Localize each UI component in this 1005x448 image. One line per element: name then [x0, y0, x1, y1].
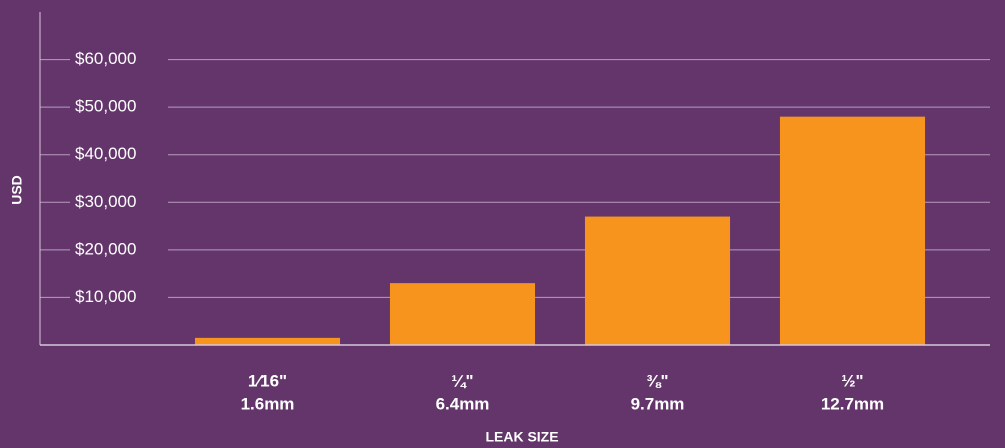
y-tick-label: $30,000 [75, 192, 136, 211]
y-tick-label: $20,000 [75, 239, 136, 258]
x-tick-label: ⅜" [646, 371, 668, 390]
bar [779, 116, 926, 346]
tick-label-backdrop [70, 191, 168, 214]
tick-label-backdrop [70, 96, 168, 119]
x-tick-label: ¼" [451, 371, 473, 390]
x-tick-label: 1⁄16" [248, 371, 287, 390]
x-tick-sublabel: 1.6mm [241, 394, 295, 413]
y-tick-label: $50,000 [75, 97, 136, 116]
y-axis-label: USD [9, 175, 25, 205]
tick-label-backdrop [70, 286, 168, 309]
y-tick-label: $40,000 [75, 144, 136, 163]
x-axis-label: LEAK SIZE [485, 429, 558, 445]
x-tick-sublabel: 9.7mm [631, 394, 685, 413]
tick-label-backdrop [70, 143, 168, 166]
x-tick-sublabel: 12.7mm [821, 394, 884, 413]
x-tick-sublabel: 6.4mm [436, 394, 490, 413]
tick-label-backdrop [70, 238, 168, 261]
bar [584, 216, 731, 345]
x-tick-label: ½" [841, 371, 863, 390]
y-tick-label: $60,000 [75, 49, 136, 68]
y-tick-label: $10,000 [75, 287, 136, 306]
tick-label-backdrop [70, 48, 168, 71]
bar [194, 337, 341, 345]
bar [389, 283, 536, 345]
